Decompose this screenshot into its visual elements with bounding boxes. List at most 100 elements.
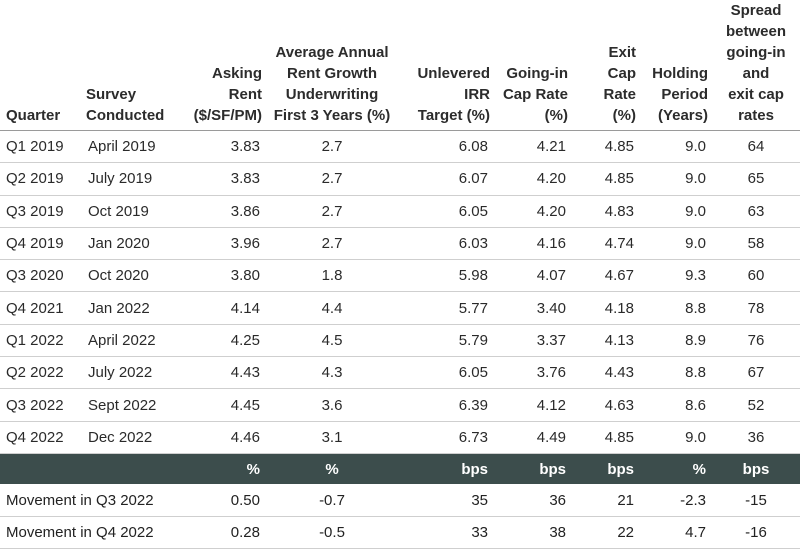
cell-going-in-cap: 4.21 xyxy=(494,130,572,164)
cell-exit-cap: 4.74 xyxy=(572,227,640,261)
movement-label: Movement in Q3 2022 xyxy=(0,484,186,517)
movement-cell-exit-cap: 22 xyxy=(572,516,640,549)
cell-asking-rent: 4.46 xyxy=(186,421,266,454)
cell-exit-cap: 4.67 xyxy=(572,259,640,293)
table-row: Q4 2022 Dec 2022 4.46 3.1 6.73 4.49 4.85 9.0 36 xyxy=(0,421,800,454)
cell-asking-rent: 4.45 xyxy=(186,388,266,422)
cell-quarter: Q4 2022 xyxy=(0,421,82,454)
cell-asking-rent: 4.25 xyxy=(186,324,266,358)
cell-quarter: Q2 2022 xyxy=(0,356,82,390)
movement-cell-rent-growth: -0.5 xyxy=(266,516,398,549)
unit-cell xyxy=(82,453,186,484)
movement-cell-going-in-cap: 38 xyxy=(494,516,572,549)
cell-irr-target: 5.77 xyxy=(398,291,494,325)
cell-quarter: Q4 2021 xyxy=(0,291,82,325)
cell-rent-growth: 4.5 xyxy=(266,324,398,358)
cell-exit-cap: 4.85 xyxy=(572,162,640,196)
cell-holding-period: 9.0 xyxy=(640,130,712,164)
cell-survey-date: Oct 2020 xyxy=(82,259,186,293)
unit-cell: bps xyxy=(461,460,488,478)
table-row: Q4 2021 Jan 2022 4.14 4.4 5.77 3.40 4.18 8.8 78 xyxy=(0,291,800,325)
movement-cell-asking-rent: 0.28 xyxy=(186,516,266,549)
cell-quarter: Q4 2019 xyxy=(0,227,82,261)
table-row: Q2 2019 July 2019 3.83 2.7 6.07 4.20 4.85 9.0 65 xyxy=(0,162,800,196)
col-header-asking-rent: Asking Rent ($/SF/PM) xyxy=(186,0,266,131)
col-header-spread: Spread between going-in and exit cap rat… xyxy=(712,0,800,131)
cell-spread: 63 xyxy=(712,195,800,228)
cell-quarter: Q3 2020 xyxy=(0,259,82,293)
table-row: Q2 2022 July 2022 4.43 4.3 6.05 3.76 4.43 8.8 67 xyxy=(0,356,800,390)
cell-rent-growth: 2.7 xyxy=(266,162,398,196)
unit-cell: bps xyxy=(742,460,770,478)
cell-irr-target: 6.05 xyxy=(398,195,494,228)
movement-row: Movement in Q3 2022 0.50 -0.7 35 36 21 -2.3 -15 xyxy=(0,484,800,517)
table-row: Q1 2022 April 2022 4.25 4.5 5.79 3.37 4.13 8.9 7… xyxy=(0,324,800,358)
col-header-survey: Survey Conducted xyxy=(82,0,186,131)
cell-spread: 76 xyxy=(712,324,800,358)
movement-cell-irr-target: 33 xyxy=(398,516,494,549)
cell-going-in-cap: 4.49 xyxy=(494,421,572,454)
movement-cell-irr-target: 35 xyxy=(398,484,494,517)
cell-exit-cap: 4.43 xyxy=(572,356,640,390)
cell-irr-target: 6.07 xyxy=(398,162,494,196)
cell-exit-cap: 4.85 xyxy=(572,421,640,454)
unit-cell: bps xyxy=(539,460,566,478)
table-row: Q3 2020 Oct 2020 3.80 1.8 5.98 4.07 4.67 9.3 60 xyxy=(0,259,800,293)
cell-holding-period: 8.9 xyxy=(640,324,712,358)
cell-holding-period: 8.8 xyxy=(640,291,712,325)
cell-spread: 36 xyxy=(712,421,800,454)
cell-quarter: Q1 2019 xyxy=(0,130,82,164)
cell-spread: 58 xyxy=(712,227,800,261)
movement-cell-holding-period: 4.7 xyxy=(640,516,712,549)
cell-going-in-cap: 4.20 xyxy=(494,195,572,228)
cell-survey-date: Sept 2022 xyxy=(82,388,186,422)
cell-exit-cap: 4.63 xyxy=(572,388,640,422)
cell-irr-target: 6.03 xyxy=(398,227,494,261)
cell-holding-period: 9.0 xyxy=(640,421,712,454)
cell-quarter: Q1 2022 xyxy=(0,324,82,358)
unit-cell: % xyxy=(692,460,706,478)
col-header-exit-cap: Exit Cap Rate (%) xyxy=(572,0,640,131)
cell-rent-growth: 2.7 xyxy=(266,195,398,228)
cell-asking-rent: 3.80 xyxy=(186,259,266,293)
cell-quarter: Q2 2019 xyxy=(0,162,82,196)
col-header-irr: Unlevered IRR Target (%) xyxy=(398,0,494,131)
cell-irr-target: 6.73 xyxy=(398,421,494,454)
table-row: Q4 2019 Jan 2020 3.96 2.7 6.03 4.16 4.74 9.0 58 xyxy=(0,227,800,261)
cell-going-in-cap: 4.12 xyxy=(494,388,572,422)
cell-holding-period: 9.3 xyxy=(640,259,712,293)
cell-survey-date: July 2022 xyxy=(82,356,186,390)
cell-exit-cap: 4.85 xyxy=(572,130,640,164)
cell-quarter: Q3 2019 xyxy=(0,195,82,228)
cell-exit-cap: 4.13 xyxy=(572,324,640,358)
table-row: Q3 2022 Sept 2022 4.45 3.6 6.39 4.12 4.63 8.6 52 xyxy=(0,388,800,422)
cell-survey-date: April 2022 xyxy=(82,324,186,358)
cell-holding-period: 9.0 xyxy=(640,227,712,261)
cell-rent-growth: 3.1 xyxy=(266,421,398,454)
movement-cell-going-in-cap: 36 xyxy=(494,484,572,517)
cell-holding-period: 8.8 xyxy=(640,356,712,390)
movement-cell-spread: -15 xyxy=(712,484,800,517)
col-header-holding: Holding Period (Years) xyxy=(640,0,712,131)
cell-spread: 67 xyxy=(712,356,800,390)
cell-asking-rent: 3.83 xyxy=(186,162,266,196)
cell-holding-period: 9.0 xyxy=(640,195,712,228)
cell-going-in-cap: 3.40 xyxy=(494,291,572,325)
unit-cell: % xyxy=(246,460,260,478)
cell-rent-growth: 1.8 xyxy=(266,259,398,293)
cell-rent-growth: 2.7 xyxy=(266,130,398,164)
cell-holding-period: 9.0 xyxy=(640,162,712,196)
cell-survey-date: Jan 2022 xyxy=(82,291,186,325)
cell-irr-target: 6.08 xyxy=(398,130,494,164)
col-header-rent-growth: Average Annual Rent Growth Underwriting … xyxy=(266,0,398,131)
cell-spread: 64 xyxy=(712,130,800,164)
units-row: %% bps bps bps% bps xyxy=(0,453,800,485)
unit-cell xyxy=(0,453,82,484)
cell-exit-cap: 4.83 xyxy=(572,195,640,228)
movement-cell-holding-period: -2.3 xyxy=(640,484,712,517)
cell-survey-date: July 2019 xyxy=(82,162,186,196)
table-row: Q1 2019 April 2019 3.83 2.7 6.08 4.21 4.85 9.0 6… xyxy=(0,130,800,164)
header-row: Quarter Survey Conducted Asking Rent ($/… xyxy=(0,0,800,131)
unit-cell: bps xyxy=(607,460,634,478)
